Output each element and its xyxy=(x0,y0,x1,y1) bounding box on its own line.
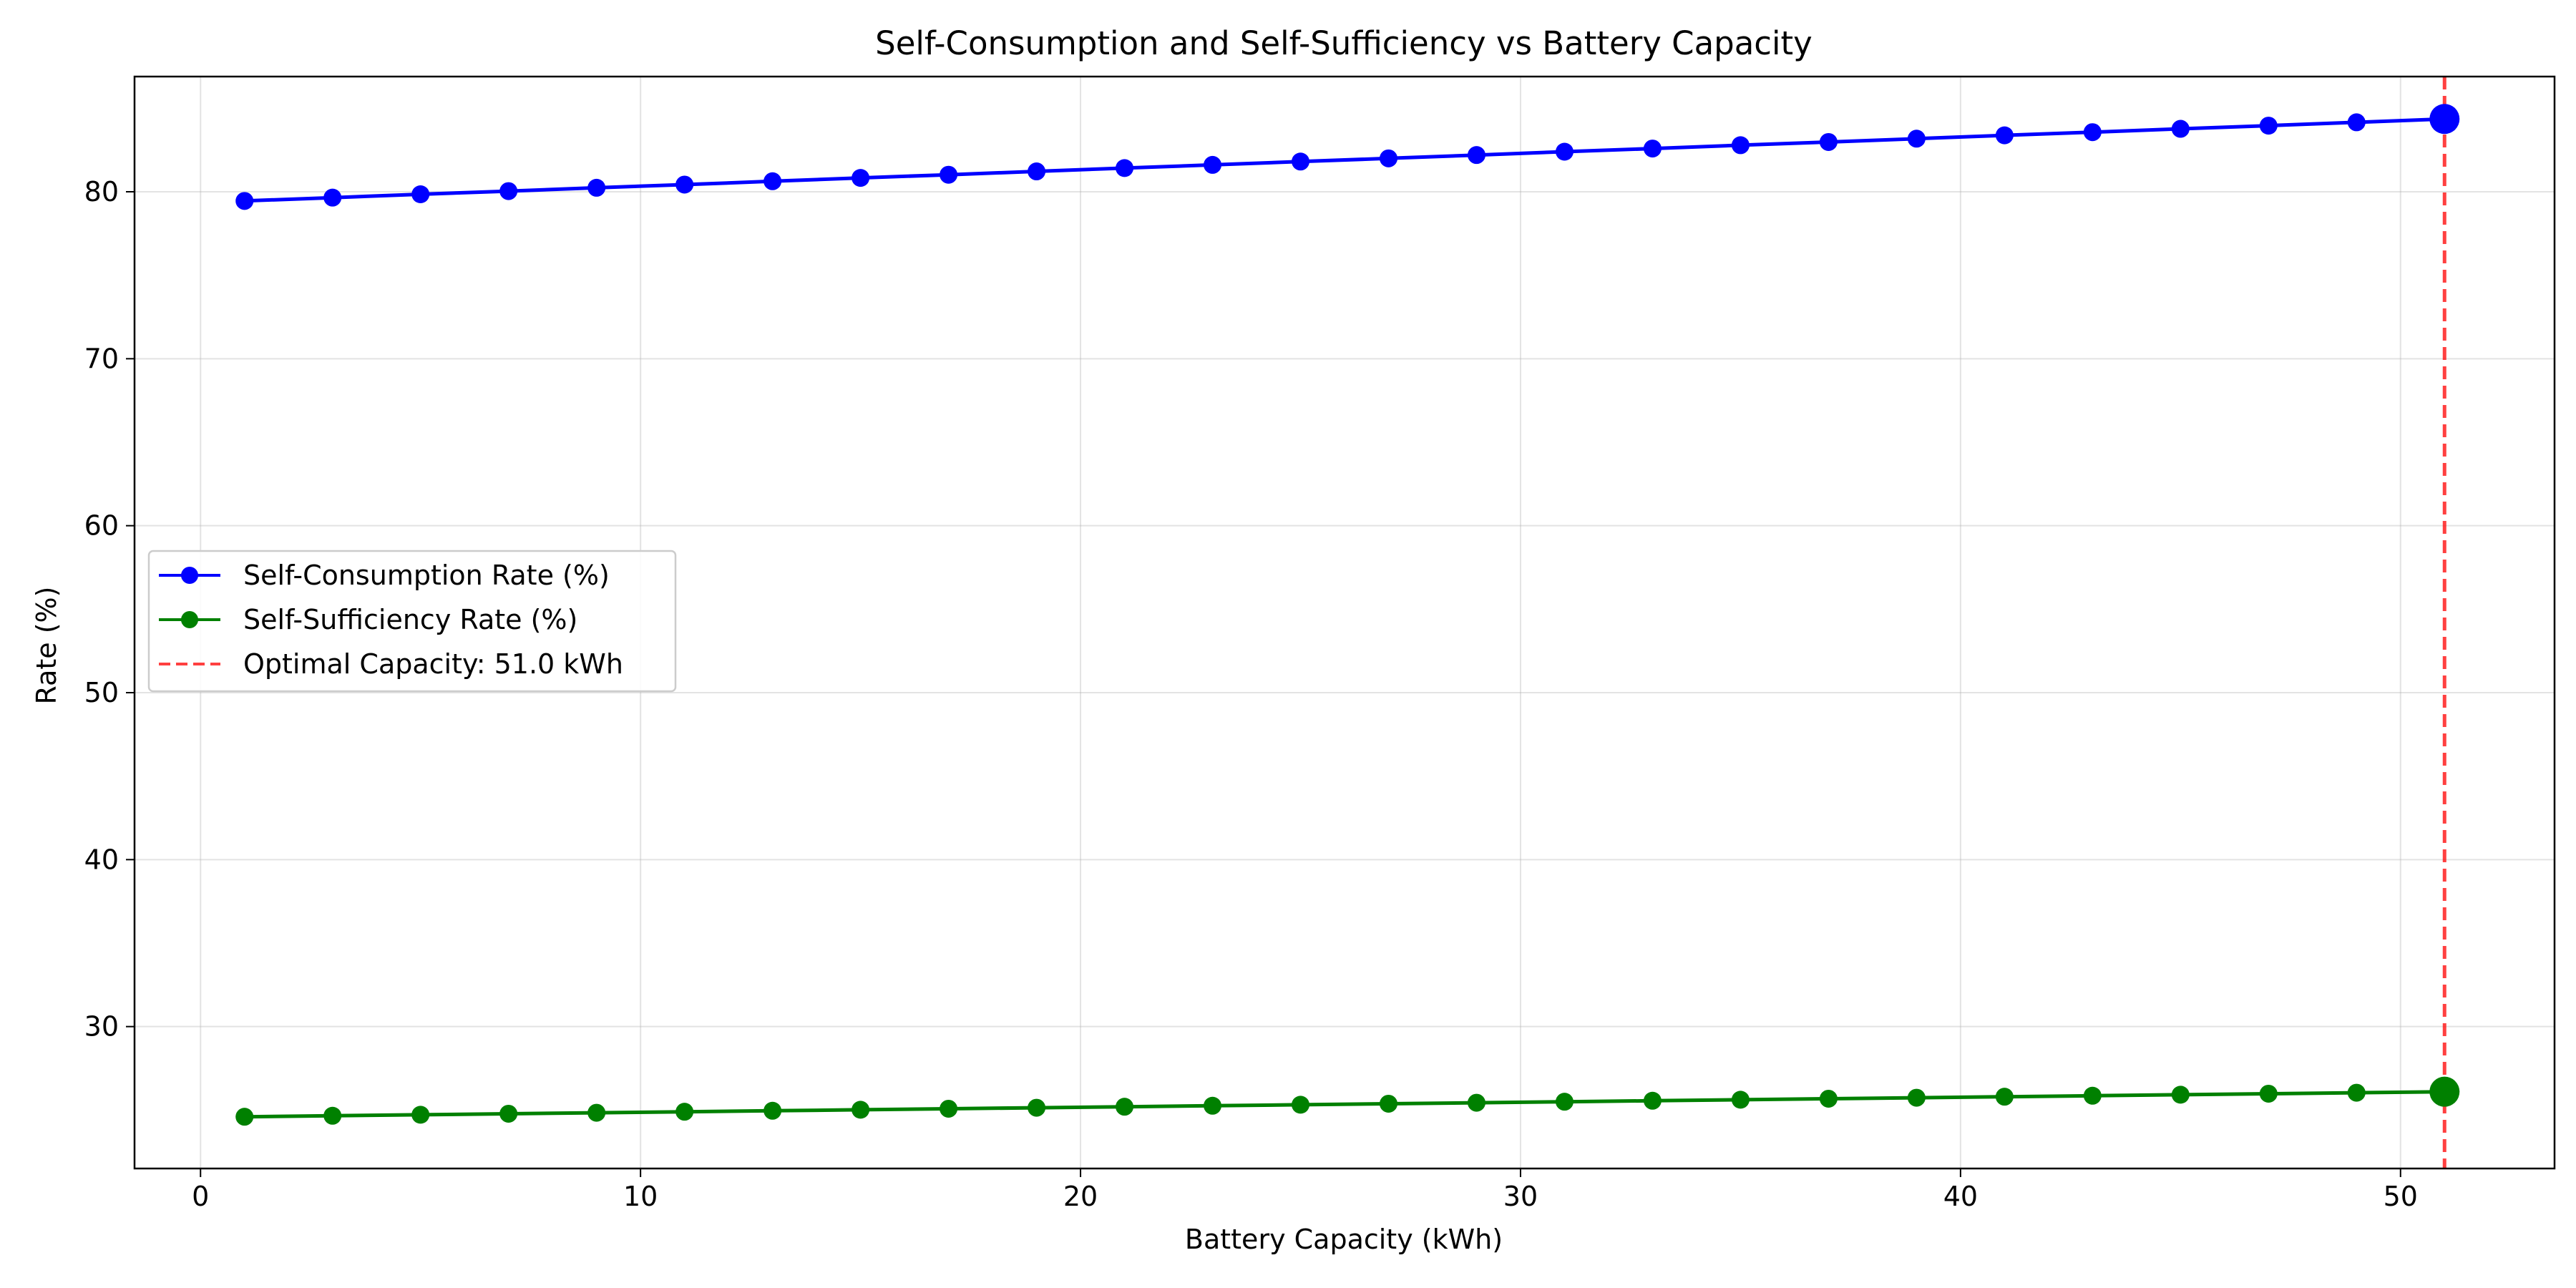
legend-marker-self-consumption xyxy=(181,567,198,584)
data-point xyxy=(2171,119,2190,138)
data-point xyxy=(235,1108,254,1126)
data-point xyxy=(1204,1096,1222,1115)
optimal-point-marker xyxy=(2429,1076,2460,1107)
data-point xyxy=(1907,1088,1926,1107)
data-point xyxy=(940,1099,958,1118)
y-tick-label: 70 xyxy=(84,343,119,374)
data-point xyxy=(1379,149,1397,167)
legend-item-self-consumption: Self-Consumption Rate (%) xyxy=(159,560,610,591)
data-point xyxy=(499,1104,518,1123)
data-point xyxy=(675,1103,694,1121)
x-tick-label: 30 xyxy=(1503,1181,1538,1212)
data-point xyxy=(323,188,342,207)
y-tick-label: 50 xyxy=(84,677,119,708)
axes-frame xyxy=(133,75,2556,1170)
data-point xyxy=(2083,123,2102,142)
data-point xyxy=(1907,130,1926,148)
data-point xyxy=(411,185,430,203)
data-point xyxy=(2259,1084,2278,1103)
data-point xyxy=(940,165,958,184)
data-point xyxy=(2083,1086,2102,1105)
data-point xyxy=(852,169,870,187)
x-tick-label: 20 xyxy=(1063,1181,1098,1212)
data-point xyxy=(323,1106,342,1125)
data-point xyxy=(1819,132,1838,151)
data-point xyxy=(411,1106,430,1124)
series-line xyxy=(244,1090,2445,1119)
data-point xyxy=(587,1103,606,1122)
data-point xyxy=(763,172,782,190)
x-tick-label: 0 xyxy=(192,1181,209,1212)
data-point xyxy=(1204,155,1222,174)
data-point xyxy=(1028,162,1046,181)
legend-item-self-sufficiency: Self-Sufficiency Rate (%) xyxy=(159,604,577,635)
legend-label-self-sufficiency: Self-Sufficiency Rate (%) xyxy=(243,604,577,635)
data-point xyxy=(2259,117,2278,135)
grid-layer xyxy=(135,77,2555,1169)
data-point xyxy=(1292,1096,1310,1114)
data-point xyxy=(763,1101,782,1120)
data-point xyxy=(675,175,694,194)
data-point xyxy=(499,182,518,200)
data-point xyxy=(2171,1085,2190,1104)
data-point xyxy=(2347,1083,2366,1102)
data-point xyxy=(1819,1089,1838,1108)
data-point xyxy=(1555,1093,1574,1111)
data-point xyxy=(1731,136,1750,155)
x-tick-label: 50 xyxy=(2384,1181,2418,1212)
data-point xyxy=(1116,1098,1134,1116)
legend: Self-Consumption Rate (%) Self-Sufficien… xyxy=(147,550,677,693)
data-point xyxy=(1028,1098,1046,1117)
y-tick-label: 40 xyxy=(84,844,119,875)
data-point xyxy=(1555,142,1574,161)
data-point xyxy=(1995,1088,2014,1106)
x-tick-label: 40 xyxy=(1943,1181,1978,1212)
legend-box xyxy=(147,550,677,693)
data-point xyxy=(1731,1091,1750,1109)
data-point xyxy=(1379,1094,1397,1113)
data-point xyxy=(1467,146,1485,165)
legend-label-self-consumption: Self-Consumption Rate (%) xyxy=(243,560,610,591)
data-point xyxy=(852,1101,870,1119)
legend-label-optimal-capacity: Optimal Capacity: 51.0 kWh xyxy=(243,648,623,680)
data-point xyxy=(235,192,254,210)
x-axis-label: Battery Capacity (kWh) xyxy=(1185,1224,1503,1255)
data-point xyxy=(1292,152,1310,171)
tick-layer: 0 10 20 30 40 50 30 40 50 60 70 80 xyxy=(84,176,2418,1212)
data-point xyxy=(1643,140,1662,158)
legend-marker-self-sufficiency xyxy=(181,611,198,628)
y-tick-label: 60 xyxy=(84,510,119,542)
data-point xyxy=(2347,113,2366,132)
y-axis-label: Rate (%) xyxy=(31,587,62,705)
y-tick-label: 30 xyxy=(84,1011,119,1043)
y-tick-label: 80 xyxy=(84,176,119,208)
optimal-point-marker xyxy=(2429,104,2460,135)
chart-title: Self-Consumption and Self-Sufficiency vs… xyxy=(875,24,1813,62)
data-point xyxy=(1995,126,2014,145)
series-line xyxy=(244,117,2445,203)
legend-item-optimal-capacity: Optimal Capacity: 51.0 kWh xyxy=(159,648,623,680)
series-layer xyxy=(235,104,2460,1126)
data-point xyxy=(1643,1091,1662,1110)
data-point xyxy=(587,178,606,197)
data-point xyxy=(1467,1093,1485,1112)
x-tick-label: 10 xyxy=(623,1181,658,1212)
data-point xyxy=(1116,159,1134,177)
